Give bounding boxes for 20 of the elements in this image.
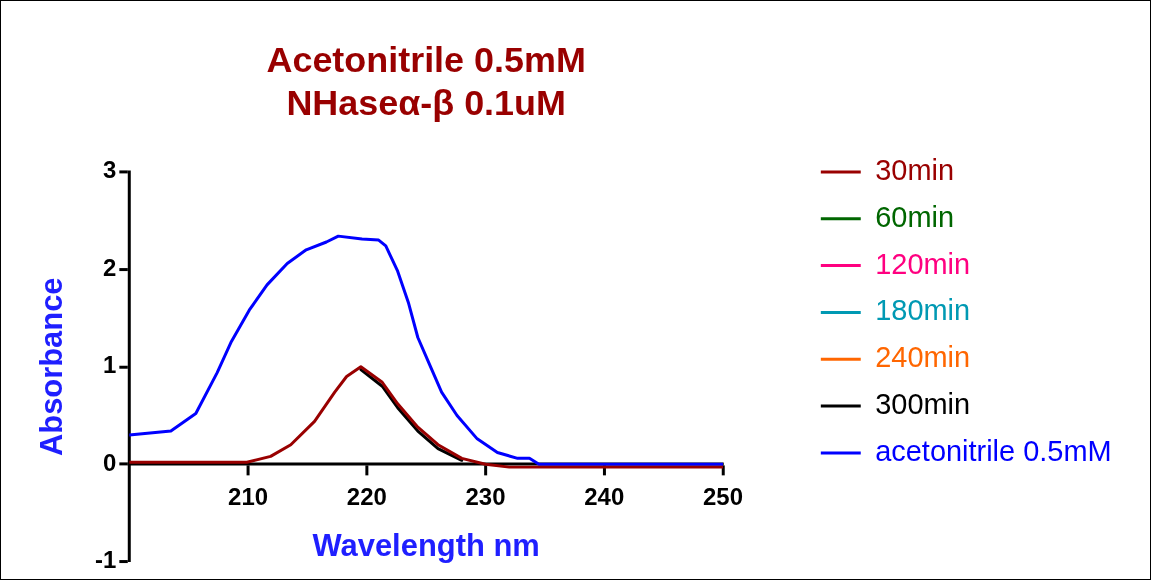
legend-label: 60min <box>875 200 955 233</box>
legend-label: acetonitrile 0.5mM <box>875 434 1112 467</box>
x-tick-label: 240 <box>584 483 625 511</box>
x-tick-label: 250 <box>703 483 743 511</box>
chart-title: Acetonitrile 0.5mM NHaseα-β 0.1uM <box>266 40 586 124</box>
legend-label: 300min <box>875 388 971 421</box>
x-tick-label: 210 <box>228 483 269 511</box>
y-tick-label: -1 <box>95 546 117 574</box>
legend-label: 180min <box>875 294 971 327</box>
x-tick-label: 230 <box>465 483 506 511</box>
legend-label: 240min <box>875 341 971 374</box>
y-tick-label: 1 <box>103 351 117 379</box>
y-tick-label: 3 <box>103 156 117 184</box>
legend-label: 120min <box>875 247 971 280</box>
y-tick-label: 2 <box>103 253 117 281</box>
y-axis-title: Absorbance <box>34 277 70 456</box>
legend-label: 30min <box>875 153 955 186</box>
x-tick-label: 220 <box>346 483 387 511</box>
y-tick-label: 0 <box>103 448 117 476</box>
x-axis-title: Wavelength nm <box>312 527 540 563</box>
